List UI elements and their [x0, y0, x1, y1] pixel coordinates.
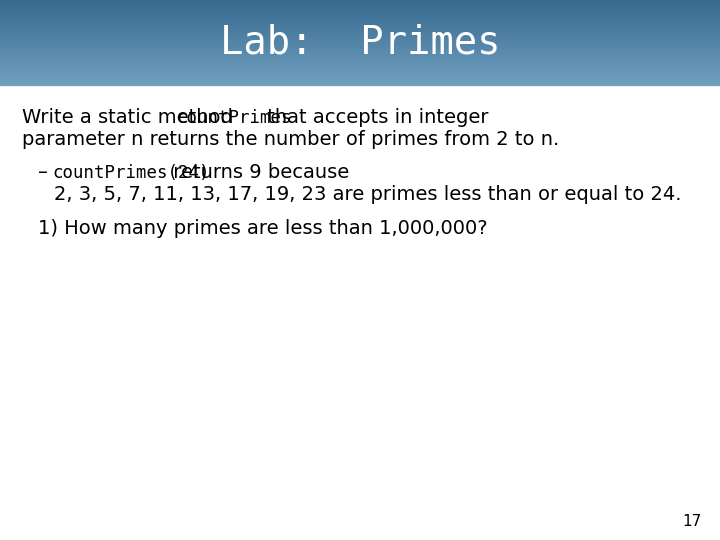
Bar [0, 79, 720, 80]
Bar [0, 32, 720, 33]
Bar [0, 23, 720, 24]
Text: Write a static method: Write a static method [22, 108, 239, 127]
Bar [0, 34, 720, 35]
Bar [0, 14, 720, 15]
Bar [0, 46, 720, 47]
Bar [0, 68, 720, 69]
Bar [0, 56, 720, 57]
Bar [0, 37, 720, 38]
Bar [0, 11, 720, 12]
Bar [0, 82, 720, 83]
Bar [0, 83, 720, 84]
Bar [0, 64, 720, 65]
Bar [0, 48, 720, 49]
Bar [0, 31, 720, 32]
Bar [0, 2, 720, 3]
Bar [0, 24, 720, 25]
Bar [0, 58, 720, 59]
Bar [0, 8, 720, 9]
Bar [0, 25, 720, 26]
Bar [0, 38, 720, 39]
Bar [0, 84, 720, 85]
Bar [0, 16, 720, 17]
Bar [0, 35, 720, 36]
Bar [0, 66, 720, 67]
Text: Lab:  Primes: Lab: Primes [220, 24, 500, 62]
Bar [0, 29, 720, 30]
Bar [0, 52, 720, 53]
Bar [0, 75, 720, 76]
Bar [0, 49, 720, 50]
Text: that accepts in integer: that accepts in integer [261, 108, 488, 127]
Bar [0, 47, 720, 48]
Bar [0, 42, 720, 43]
Bar [0, 63, 720, 64]
Text: returns 9 because: returns 9 because [167, 163, 350, 183]
Bar [0, 9, 720, 10]
Text: 1) How many primes are less than 1,000,000?: 1) How many primes are less than 1,000,0… [38, 219, 487, 238]
Bar [0, 1, 720, 2]
Text: 17: 17 [683, 514, 702, 529]
Bar [0, 55, 720, 56]
Bar [0, 28, 720, 29]
Bar [0, 26, 720, 28]
Bar [0, 5, 720, 6]
Bar [0, 15, 720, 16]
Bar [0, 80, 720, 81]
Bar [0, 65, 720, 66]
Bar [0, 59, 720, 60]
Bar [0, 43, 720, 44]
Bar [0, 17, 720, 18]
Bar [0, 30, 720, 31]
Bar [0, 73, 720, 75]
Text: countPrimes: countPrimes [176, 109, 292, 127]
Text: –: – [38, 163, 54, 183]
Bar [0, 45, 720, 46]
Text: parameter n returns the number of primes from 2 to n.: parameter n returns the number of primes… [22, 130, 559, 148]
Text: 2, 3, 5, 7, 11, 13, 17, 19, 23 are primes less than or equal to 24.: 2, 3, 5, 7, 11, 13, 17, 19, 23 are prime… [54, 185, 682, 204]
Bar [0, 39, 720, 40]
Bar [0, 60, 720, 62]
Text: countPrimes(24): countPrimes(24) [52, 164, 210, 183]
Bar [0, 33, 720, 34]
Bar [0, 20, 720, 21]
Bar [0, 18, 720, 19]
Bar [0, 44, 720, 45]
Bar [0, 22, 720, 23]
Bar [0, 54, 720, 55]
Bar [0, 78, 720, 79]
Bar [0, 69, 720, 70]
Bar [0, 71, 720, 72]
Bar [0, 72, 720, 73]
Bar [0, 51, 720, 52]
Bar [0, 19, 720, 20]
Bar [0, 77, 720, 78]
Bar [0, 40, 720, 42]
Bar [0, 12, 720, 13]
Bar [0, 6, 720, 8]
Bar [0, 70, 720, 71]
Bar [0, 50, 720, 51]
Bar [0, 21, 720, 22]
Bar [0, 53, 720, 54]
Bar [0, 67, 720, 68]
Bar [0, 0, 720, 1]
Bar [0, 36, 720, 37]
Bar [0, 4, 720, 5]
Bar [0, 13, 720, 14]
Bar [0, 10, 720, 11]
Bar [0, 3, 720, 4]
Bar [0, 76, 720, 77]
Bar [0, 57, 720, 58]
Bar [0, 81, 720, 82]
Bar [0, 62, 720, 63]
